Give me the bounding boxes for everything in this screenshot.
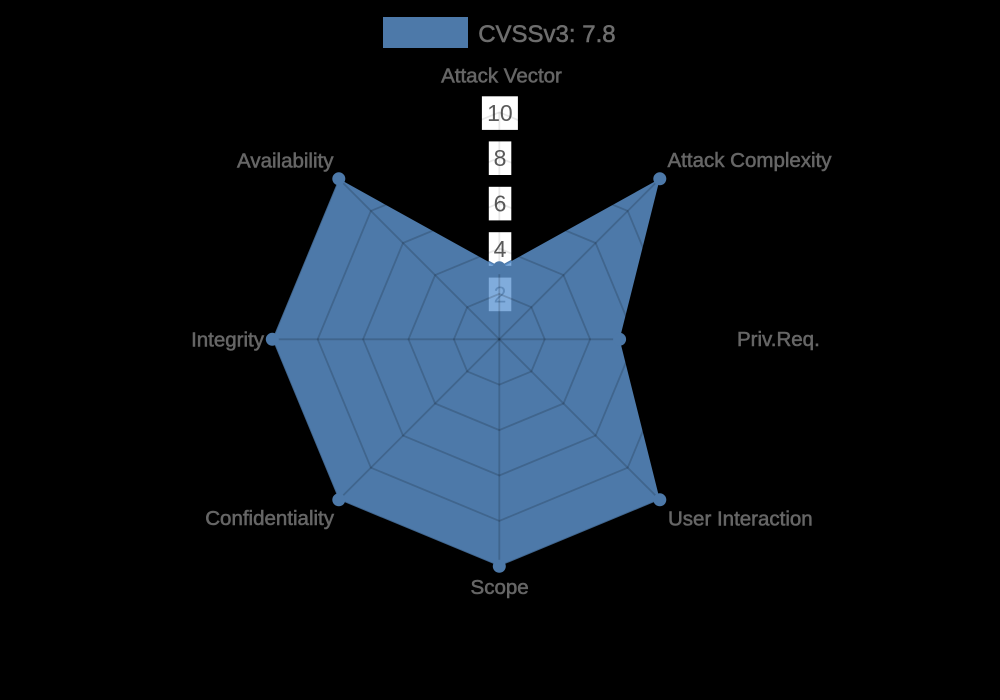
svg-text:6: 6	[494, 191, 507, 217]
svg-text:Integrity: Integrity	[191, 328, 265, 351]
svg-text:10: 10	[487, 100, 513, 126]
svg-text:User Interaction: User Interaction	[668, 508, 813, 531]
svg-text:4: 4	[494, 236, 507, 262]
svg-text:Confidentiality: Confidentiality	[205, 507, 335, 530]
svg-text:Attack Vector: Attack Vector	[441, 65, 562, 88]
svg-text:Attack Complexity: Attack Complexity	[668, 149, 833, 172]
svg-text:8: 8	[494, 145, 507, 171]
svg-text:Scope: Scope	[471, 576, 529, 599]
svg-text:Priv.Req.: Priv.Req.	[737, 328, 820, 351]
svg-text:Availability: Availability	[237, 150, 334, 173]
svg-text:CVSSv3: 7.8: CVSSv3: 7.8	[478, 21, 615, 48]
